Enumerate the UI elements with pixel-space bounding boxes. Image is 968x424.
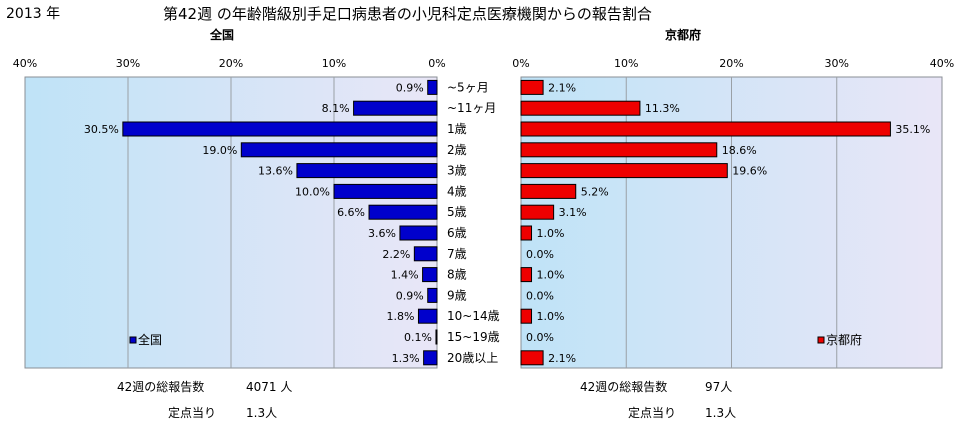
left-bar — [296, 163, 438, 179]
left-total-value: 4071 人 — [246, 380, 293, 394]
right-plot-area: 0% 10% 20% 30% 40% 2.1% 11.3% 35.1% 18.6% 19.6% 5.… — [512, 57, 954, 369]
left-bar — [422, 267, 438, 283]
right-data-label: 1.0% — [537, 269, 565, 282]
left-bar — [427, 79, 438, 95]
left-per-value: 1.3人 — [246, 406, 278, 420]
right-bar — [520, 204, 555, 220]
left-bar — [417, 308, 438, 324]
category-label: 3歳 — [447, 164, 467, 178]
left-panel-title: 全国 — [210, 28, 235, 42]
left-plot-area: 0% 10% 20% 30% 40% 0.9% 8.1% 30.5% 19.0% 13.6%10.… — [13, 57, 446, 369]
left-data-label: 0.9% — [396, 289, 424, 302]
left-data-label: 1.4% — [391, 269, 419, 282]
right-data-label: 2.1% — [548, 81, 576, 94]
category-label: 8歳 — [447, 268, 467, 282]
right-bar — [520, 183, 577, 199]
right-bar — [520, 121, 891, 137]
left-tick-label: 30% — [116, 57, 140, 70]
right-tick-label: 30% — [825, 57, 849, 70]
left-legend-label: 全国 — [138, 332, 162, 347]
right-data-label: 19.6% — [732, 165, 767, 178]
right-per-value: 1.3人 — [705, 406, 737, 420]
left-total-label: 42週の総報告数 — [117, 380, 205, 394]
left-data-label: 3.6% — [368, 227, 396, 240]
category-label: 20歳以上 — [447, 351, 498, 365]
left-bar — [240, 142, 438, 158]
left-data-label: 10.0% — [295, 185, 330, 198]
right-total-value: 97人 — [705, 380, 733, 394]
right-data-label: 0.0% — [526, 248, 554, 261]
category-label: 1歳 — [447, 122, 467, 136]
chart-title: 第42週 の年齢階級別手足口病患者の小児科定点医療機関からの報告割合 — [163, 5, 652, 23]
right-tick-label: 20% — [719, 57, 743, 70]
right-panel-title: 京都府 — [665, 28, 702, 42]
left-data-label: 8.1% — [322, 102, 350, 115]
category-label: 4歳 — [447, 184, 467, 198]
left-data-label: 6.6% — [337, 206, 365, 219]
right-legend-swatch — [817, 336, 825, 344]
right-data-label: 2.1% — [548, 352, 576, 365]
right-data-label: 1.0% — [537, 227, 565, 240]
right-bar — [520, 308, 533, 324]
right-tick-label: 40% — [930, 57, 954, 70]
left-bar — [435, 329, 438, 345]
category-label: 9歳 — [447, 288, 467, 302]
left-bar — [399, 225, 438, 241]
right-bar — [520, 225, 533, 241]
right-legend-label: 京都府 — [826, 332, 862, 347]
right-bar — [520, 79, 544, 95]
left-data-label: 13.6% — [258, 165, 293, 178]
left-per-label: 定点当り — [168, 406, 217, 420]
left-bar — [427, 287, 438, 303]
right-data-label: 0.0% — [526, 289, 554, 302]
left-bar — [333, 183, 438, 199]
right-bar — [520, 100, 641, 116]
left-bar — [413, 246, 438, 262]
left-tick-label: 40% — [13, 57, 37, 70]
right-data-label: 1.0% — [537, 310, 565, 323]
right-per-label: 定点当り — [628, 406, 677, 420]
right-bar — [520, 267, 533, 283]
category-label: 15~19歳 — [447, 330, 500, 344]
right-data-label: 5.2% — [581, 185, 609, 198]
left-legend-swatch — [129, 336, 137, 344]
left-bar — [122, 121, 438, 137]
left-tick-label: 20% — [219, 57, 243, 70]
right-data-label: 35.1% — [895, 123, 930, 136]
left-data-label: 2.2% — [382, 248, 410, 261]
left-data-label: 0.1% — [404, 331, 432, 344]
category-label: 6歳 — [447, 226, 467, 240]
left-bar — [353, 100, 438, 116]
left-bar — [423, 350, 438, 366]
right-bar — [520, 350, 544, 366]
left-data-label: 0.9% — [396, 81, 424, 94]
category-label: ~11ヶ月 — [447, 101, 496, 115]
category-labels: ~5ヶ月 ~11ヶ月 1歳 2歳 3歳 4歳 5歳 6歳 7歳 8歳 9歳 10~14歳 15~19歳 2… — [447, 80, 500, 364]
right-bar — [520, 142, 718, 158]
category-label: ~5ヶ月 — [447, 80, 489, 94]
category-label: 2歳 — [447, 143, 467, 157]
left-bar — [368, 204, 438, 220]
category-label: 10~14歳 — [447, 309, 500, 323]
right-data-label: 0.0% — [526, 331, 554, 344]
right-tick-label: 10% — [614, 57, 638, 70]
right-data-label: 3.1% — [559, 206, 587, 219]
year-label: 2013 年 — [6, 6, 61, 22]
right-data-label: 18.6% — [722, 144, 757, 157]
left-data-label: 19.0% — [202, 144, 237, 157]
right-total-label: 42週の総報告数 — [580, 380, 668, 394]
category-label: 7歳 — [447, 247, 467, 261]
right-tick-label: 0% — [512, 57, 529, 70]
right-bar — [520, 163, 728, 179]
category-label: 5歳 — [447, 205, 467, 219]
right-data-label: 11.3% — [645, 102, 680, 115]
left-data-label: 30.5% — [84, 123, 119, 136]
left-data-label: 1.3% — [392, 352, 420, 365]
left-data-label: 1.8% — [387, 310, 415, 323]
left-tick-label: 0% — [428, 57, 445, 70]
left-tick-label: 10% — [322, 57, 346, 70]
